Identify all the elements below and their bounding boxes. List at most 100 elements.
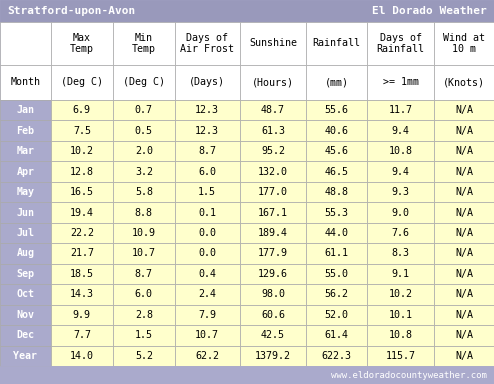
Bar (51, 243, 113, 264)
Bar (175, 284, 240, 305)
Bar (240, 202, 306, 223)
Bar (113, 243, 175, 264)
Bar (113, 223, 175, 243)
Text: 6.0: 6.0 (198, 167, 216, 177)
Bar (175, 223, 240, 243)
Text: 0.0: 0.0 (198, 228, 216, 238)
Bar (240, 182, 306, 202)
Text: 132.0: 132.0 (258, 167, 288, 177)
Bar (51, 100, 113, 121)
Text: (Days): (Days) (189, 78, 225, 88)
Bar (306, 161, 367, 182)
Bar (175, 325, 240, 346)
Text: 8.7: 8.7 (198, 146, 216, 156)
Text: 11.7: 11.7 (389, 105, 412, 115)
Text: 177.0: 177.0 (258, 187, 288, 197)
Bar (113, 22, 175, 65)
Text: Oct: Oct (16, 290, 35, 300)
Text: 167.1: 167.1 (258, 207, 288, 218)
Bar (240, 121, 306, 141)
Text: (Deg C): (Deg C) (61, 78, 103, 88)
Bar (240, 141, 306, 161)
Bar (240, 243, 306, 264)
Bar (306, 182, 367, 202)
Bar (367, 182, 434, 202)
Bar (367, 22, 434, 65)
Text: 18.5: 18.5 (70, 269, 94, 279)
Text: 115.7: 115.7 (385, 351, 415, 361)
Text: N/A: N/A (455, 248, 473, 258)
Bar (434, 243, 494, 264)
Bar (0, 264, 51, 284)
Text: Nov: Nov (16, 310, 35, 320)
Bar (0, 284, 51, 305)
Text: N/A: N/A (455, 167, 473, 177)
Text: 1.5: 1.5 (198, 187, 216, 197)
Text: 0.4: 0.4 (198, 269, 216, 279)
Text: 55.3: 55.3 (325, 207, 349, 218)
Text: Feb: Feb (16, 126, 35, 136)
Text: Dec: Dec (16, 330, 35, 340)
Text: Min
Temp: Min Temp (132, 33, 156, 54)
Text: 5.2: 5.2 (135, 351, 153, 361)
Bar (0, 305, 51, 325)
Bar (306, 100, 367, 121)
Text: Stratford-upon-Avon: Stratford-upon-Avon (7, 6, 136, 16)
Bar (175, 182, 240, 202)
Text: 16.5: 16.5 (70, 187, 94, 197)
Text: 5.8: 5.8 (135, 187, 153, 197)
Bar (0, 346, 51, 366)
Text: Sep: Sep (16, 269, 35, 279)
Bar (113, 100, 175, 121)
Text: 10.8: 10.8 (389, 330, 412, 340)
Bar (240, 22, 306, 65)
Text: 1379.2: 1379.2 (255, 351, 291, 361)
Text: N/A: N/A (455, 330, 473, 340)
Text: N/A: N/A (455, 310, 473, 320)
Bar (0, 141, 51, 161)
Bar (434, 100, 494, 121)
Text: (Deg C): (Deg C) (123, 78, 165, 88)
Text: N/A: N/A (455, 126, 473, 136)
Text: 9.4: 9.4 (392, 167, 410, 177)
Text: 9.9: 9.9 (73, 310, 91, 320)
Bar (0, 161, 51, 182)
Text: 1.5: 1.5 (135, 330, 153, 340)
Text: Days of
Air Frost: Days of Air Frost (180, 33, 234, 54)
Bar (434, 161, 494, 182)
Text: 2.8: 2.8 (135, 310, 153, 320)
Bar (51, 182, 113, 202)
Text: 8.7: 8.7 (135, 269, 153, 279)
Text: 12.3: 12.3 (195, 126, 219, 136)
Bar (51, 22, 113, 65)
Text: 0.7: 0.7 (135, 105, 153, 115)
Bar (434, 65, 494, 100)
Bar (51, 305, 113, 325)
Text: www.eldoradocountyweather.com: www.eldoradocountyweather.com (330, 371, 487, 379)
Text: Jun: Jun (16, 207, 35, 218)
Text: 56.2: 56.2 (325, 290, 349, 300)
Text: 9.0: 9.0 (392, 207, 410, 218)
Text: 55.6: 55.6 (325, 105, 349, 115)
Bar (0, 223, 51, 243)
Bar (306, 141, 367, 161)
Text: 44.0: 44.0 (325, 228, 349, 238)
Bar (0, 243, 51, 264)
Bar (0, 121, 51, 141)
Bar (434, 223, 494, 243)
Text: 60.6: 60.6 (261, 310, 285, 320)
Text: N/A: N/A (455, 290, 473, 300)
Bar (367, 264, 434, 284)
Bar (434, 121, 494, 141)
Text: Apr: Apr (16, 167, 35, 177)
Text: 189.4: 189.4 (258, 228, 288, 238)
Bar (306, 121, 367, 141)
Bar (306, 223, 367, 243)
Bar (434, 182, 494, 202)
Text: 45.6: 45.6 (325, 146, 349, 156)
Bar (113, 202, 175, 223)
Bar (434, 284, 494, 305)
Text: 9.1: 9.1 (392, 269, 410, 279)
Text: 3.2: 3.2 (135, 167, 153, 177)
Bar (306, 325, 367, 346)
